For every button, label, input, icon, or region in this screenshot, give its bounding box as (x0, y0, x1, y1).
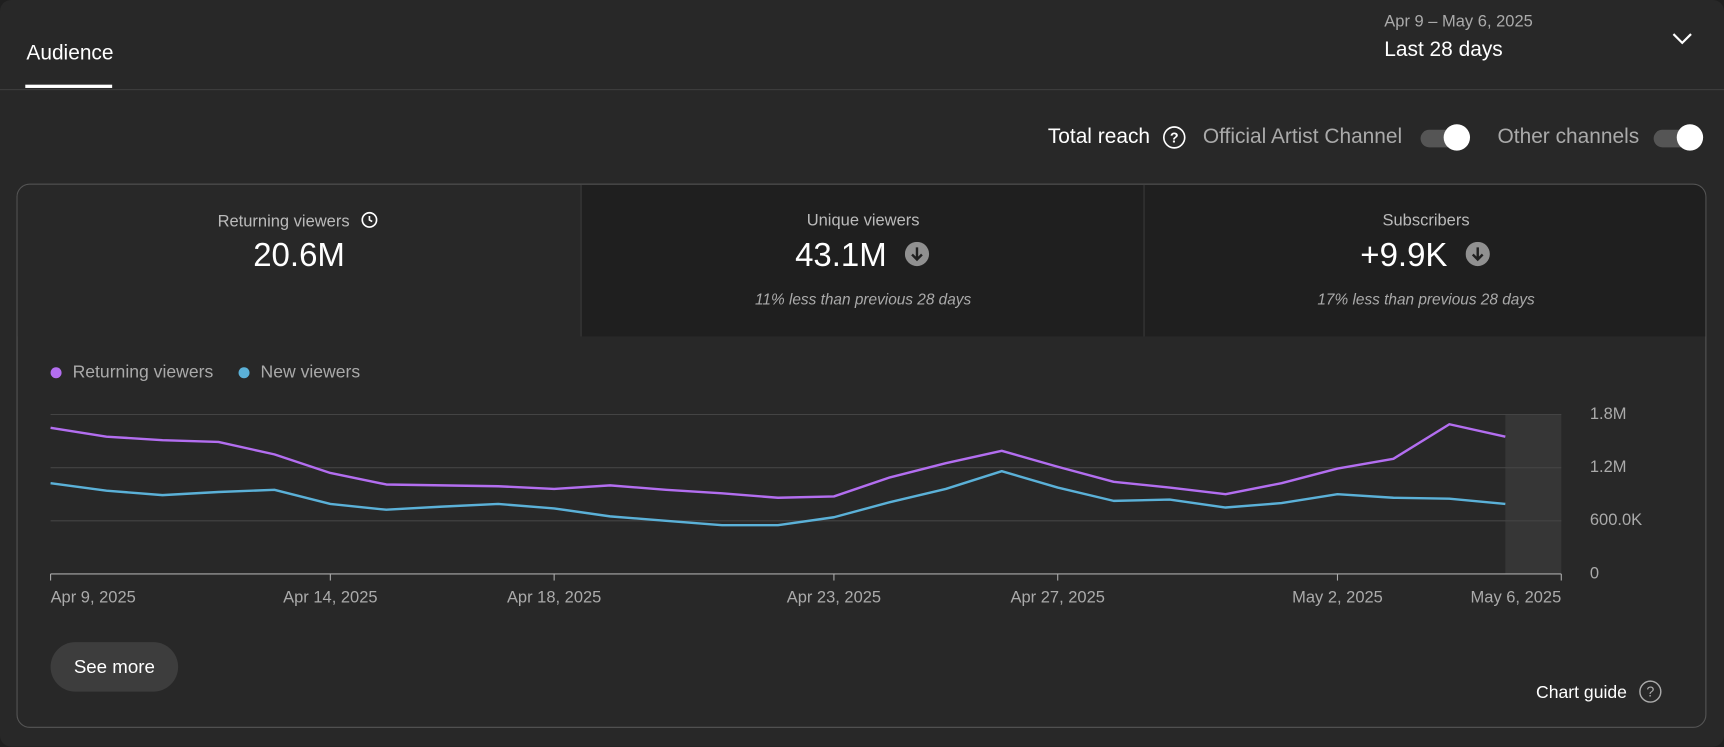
y-tick-label: 0 (1590, 564, 1599, 582)
clock-icon (361, 211, 378, 228)
x-tick-label: Apr 18, 2025 (507, 588, 601, 606)
tab-indicator (25, 84, 113, 88)
toggle-label: Other channels (1497, 125, 1640, 149)
help-icon[interactable]: ? (1162, 125, 1188, 151)
metric-note: 17% less than previous 28 days (1317, 290, 1535, 308)
metric-tab[interactable]: Subscribers +9.9K 17% less than previous… (1143, 184, 1706, 337)
metric-tab[interactable]: Returning viewers 20.6M (17, 184, 581, 337)
chart-card: Returning viewers 20.6M Unique viewers 4… (16, 183, 1707, 728)
down-icon (904, 241, 929, 267)
chevron[interactable] (1671, 31, 1693, 46)
line (50, 423, 1506, 499)
date-range: Apr 9 – May 6, 2025 (1384, 12, 1533, 31)
see-more-button[interactable]: See more (50, 642, 179, 692)
svg-text:?: ? (1170, 130, 1179, 146)
metric-note: 11% less than previous 28 days (754, 290, 972, 308)
x-tick-label: Apr 23, 2025 (787, 588, 881, 606)
y-tick-label: 600.0K (1590, 511, 1642, 529)
legend-label: Returning viewers (73, 361, 214, 381)
metric-label: Returning viewers (217, 212, 350, 231)
toggle-label: Official Artist Channel (1202, 125, 1403, 149)
toggle[interactable] (1651, 121, 1706, 154)
x-tick-label: Apr 14, 2025 (283, 588, 377, 606)
x-tick-label: Apr 27, 2025 (1011, 588, 1105, 606)
x-tick-label: May 6, 2025 (1471, 588, 1562, 606)
chart-guide-label: Chart guide (1536, 683, 1627, 703)
total-reach: Total reach (1047, 125, 1151, 149)
period[interactable]: Last 28 days (1384, 38, 1503, 62)
y-tick-label: 1.2M (1590, 458, 1627, 476)
metric-label: Unique viewers (806, 211, 920, 230)
chart-guide[interactable]: Chart guide ? (1536, 679, 1665, 703)
divider (0, 89, 1724, 91)
x-tick-label: May 2, 2025 (1292, 588, 1383, 606)
partial-period (1505, 414, 1562, 574)
legend-dot (238, 367, 250, 379)
metric-label: Subscribers (1382, 211, 1470, 230)
down-icon (1465, 241, 1490, 267)
svg-text:?: ? (1647, 684, 1655, 700)
line (50, 469, 1506, 527)
y-tick-label: 1.8M (1590, 405, 1627, 423)
legend-label: New viewers (261, 361, 361, 381)
help-icon: ? (1639, 680, 1662, 703)
metric-value: 20.6M (253, 237, 345, 274)
metric-value: 43.1M (795, 237, 887, 274)
metric-value: +9.9K (1360, 237, 1448, 274)
toggle[interactable] (1418, 121, 1473, 154)
metric-tab[interactable]: Unique viewers 43.1M 11% less than previ… (580, 184, 1145, 337)
tab[interactable]: Audience (26, 41, 114, 65)
x-tick-label: Apr 9, 2025 (51, 588, 136, 606)
legend-dot (50, 367, 62, 379)
